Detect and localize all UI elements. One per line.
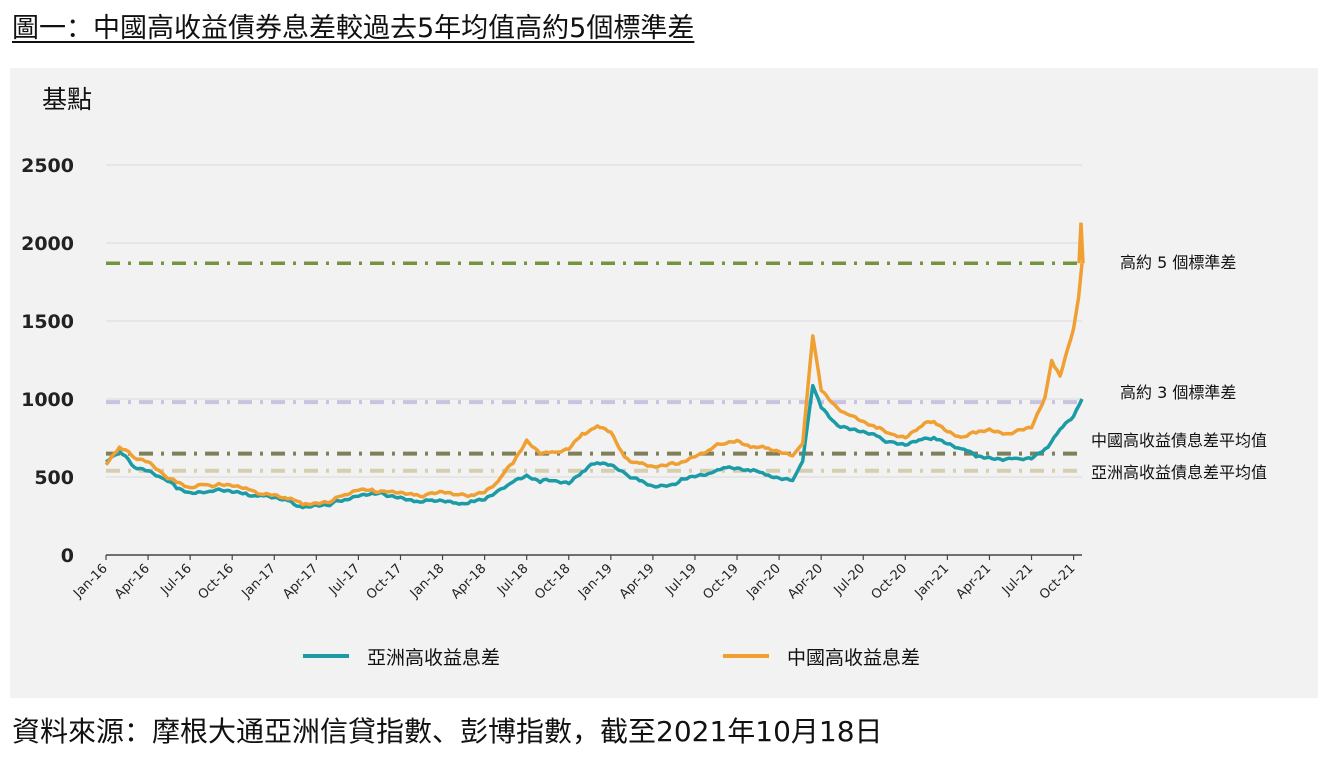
reference-label-china_avg: 中國高收益債息差平均值 [1091,431,1267,450]
y-axis-label: 基點 [42,85,92,114]
x-tick-label: Apr-20 [785,561,826,602]
y-tick-label: 2500 [21,155,74,177]
reference-label-plus5sd: 高約 5 個標準差 [1120,253,1236,272]
x-tick-label: Jan-16 [70,561,111,602]
y-tick-label: 0 [61,545,74,567]
series-line-asia [105,383,1084,510]
x-tick-label: Jul-20 [831,561,868,598]
x-tick-label: Oct-18 [532,561,574,603]
page-title: 圖一：中國高收益債券息差較過去5年均值高約5個標準差 [12,13,695,44]
x-tick-label: Oct-20 [869,561,911,603]
x-tick-label: Jan-20 [743,561,784,602]
gridlines [106,164,1082,478]
chart-panel: 基點 高約 5 個標準差 高約 3 個標準差中國高收益債息差平均值 亞洲高收益債息差… [10,68,1318,698]
series-line-china [104,263,1084,507]
legend-label-china: 中國高收益息差 [787,647,920,669]
x-tick-label: Jul-19 [662,561,699,598]
source-note: 資料來源：摩根大通亞洲信貸指數、彭博指數，截至2021年10月18日 [12,715,883,748]
x-tick-label: Jul-16 [158,561,195,598]
y-tick-label: 500 [34,467,74,489]
x-tick-label: Apr-17 [280,561,321,602]
x-tick-label: Jan-21 [912,561,953,602]
series-lines [104,222,1085,510]
x-tick-label: Jul-17 [326,561,363,598]
series-spike-china [1077,222,1085,264]
y-tick-label: 2000 [21,233,74,255]
x-tick-label: Oct-21 [1037,561,1079,603]
x-tick-label: Oct-16 [196,561,238,603]
reference-label-plus3sd: 高約 3 個標準差 [1120,383,1236,402]
x-tick-label: Apr-21 [953,561,994,602]
x-tick-label: Jul-21 [999,561,1036,598]
x-tick-label: Jan-19 [575,561,616,602]
x-tick-label: Apr-18 [449,561,490,602]
legend: 亞洲高收益息差 中國高收益息差 [303,647,920,669]
x-tick-label: Jan-18 [407,561,448,602]
x-tick-label: Apr-16 [112,561,153,602]
x-tick-label: Oct-19 [700,561,742,603]
y-tick-label: 1000 [21,389,74,411]
x-tick-label: Jan-17 [239,561,280,602]
y-tick-label: 1500 [21,311,74,333]
x-tick-label: Oct-17 [364,561,406,603]
reference-label-asia_avg: 亞洲高收益債息差平均值 [1091,463,1267,482]
x-tick-label: Jul-18 [494,561,531,598]
x-tick-label: Apr-19 [617,561,658,602]
legend-label-asia: 亞洲高收益息差 [367,647,500,669]
